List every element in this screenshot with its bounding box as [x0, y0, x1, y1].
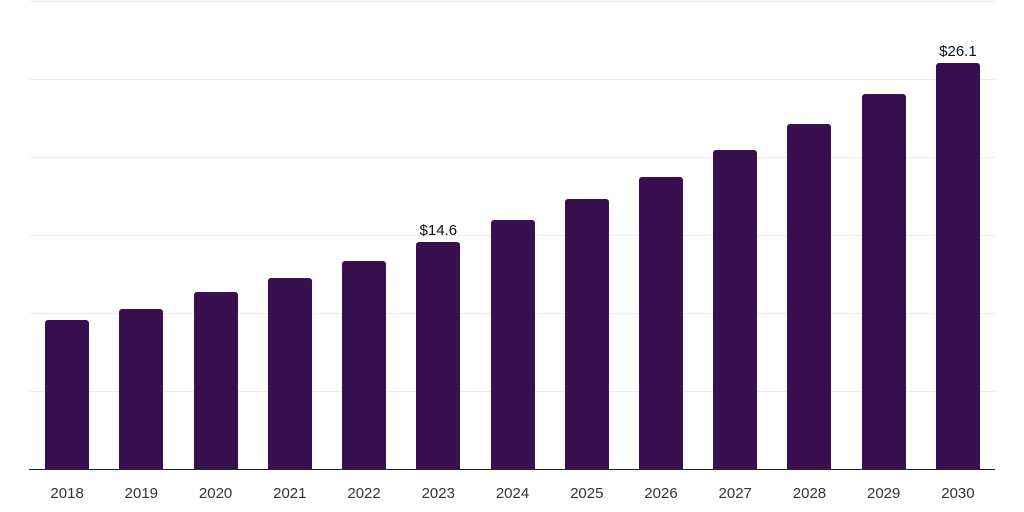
x-tick-2029: 2029 — [867, 485, 901, 502]
bar-2019 — [119, 309, 164, 470]
x-tick-2018: 2018 — [50, 485, 84, 502]
bar-slot-2020 — [178, 0, 252, 470]
bar-2025 — [564, 198, 609, 470]
bar-slot-2022 — [327, 0, 401, 470]
bar-2018 — [45, 320, 90, 470]
bar-slot-2019 — [104, 0, 178, 470]
bar-slot-2018 — [30, 0, 104, 470]
x-tick-2030: 2030 — [941, 485, 975, 502]
bar-slot-2024 — [475, 0, 549, 470]
x-tick-2027: 2027 — [718, 485, 752, 502]
bar-slot-2030: $26.1 — [921, 0, 995, 470]
bar-2022 — [342, 260, 387, 470]
bars: $14.6 $26.1 — [30, 0, 995, 470]
bar-slot-2027 — [698, 0, 772, 470]
bar-2021 — [267, 278, 312, 470]
x-tick-2023: 2023 — [421, 485, 455, 502]
x-tick-2026: 2026 — [644, 485, 678, 502]
bar-slot-2021 — [253, 0, 327, 470]
bar-slot-2025 — [550, 0, 624, 470]
plot-area: $14.6 $26.1 — [29, 0, 995, 470]
x-axis-line — [29, 469, 995, 470]
bar-slot-2029 — [847, 0, 921, 470]
bar-slot-2026 — [624, 0, 698, 470]
x-tick-2028: 2028 — [792, 485, 827, 502]
bar-2026 — [638, 176, 683, 470]
x-tick-2024: 2024 — [495, 485, 530, 502]
x-tick-2021: 2021 — [273, 485, 307, 502]
x-tick-2022: 2022 — [347, 485, 381, 502]
bar-value-label-2030: $26.1 — [939, 42, 977, 60]
bar-2023: $14.6 — [416, 223, 461, 470]
bar-slot-2023: $14.6 — [401, 0, 475, 470]
x-tick-2020: 2020 — [198, 485, 233, 502]
bar-2027 — [713, 150, 758, 470]
bar-2020 — [193, 292, 238, 470]
bar-value-label-2023: $14.6 — [419, 222, 458, 240]
bar-2029 — [861, 94, 906, 470]
x-tick-2019: 2019 — [124, 485, 159, 502]
gridline-25 — [30, 79, 995, 80]
gridline-20 — [30, 157, 995, 158]
bar-2024 — [490, 220, 535, 470]
gridline-30 — [30, 1, 995, 2]
bar-2028 — [787, 123, 832, 470]
x-axis-tick-labels: 2018 2019 2020 2021 2022 2023 2024 2025 2026 2027… — [30, 486, 995, 501]
bar-slot-2028 — [772, 0, 846, 470]
bar-2030: $26.1 — [935, 44, 980, 470]
x-tick-2025: 2025 — [570, 485, 604, 502]
